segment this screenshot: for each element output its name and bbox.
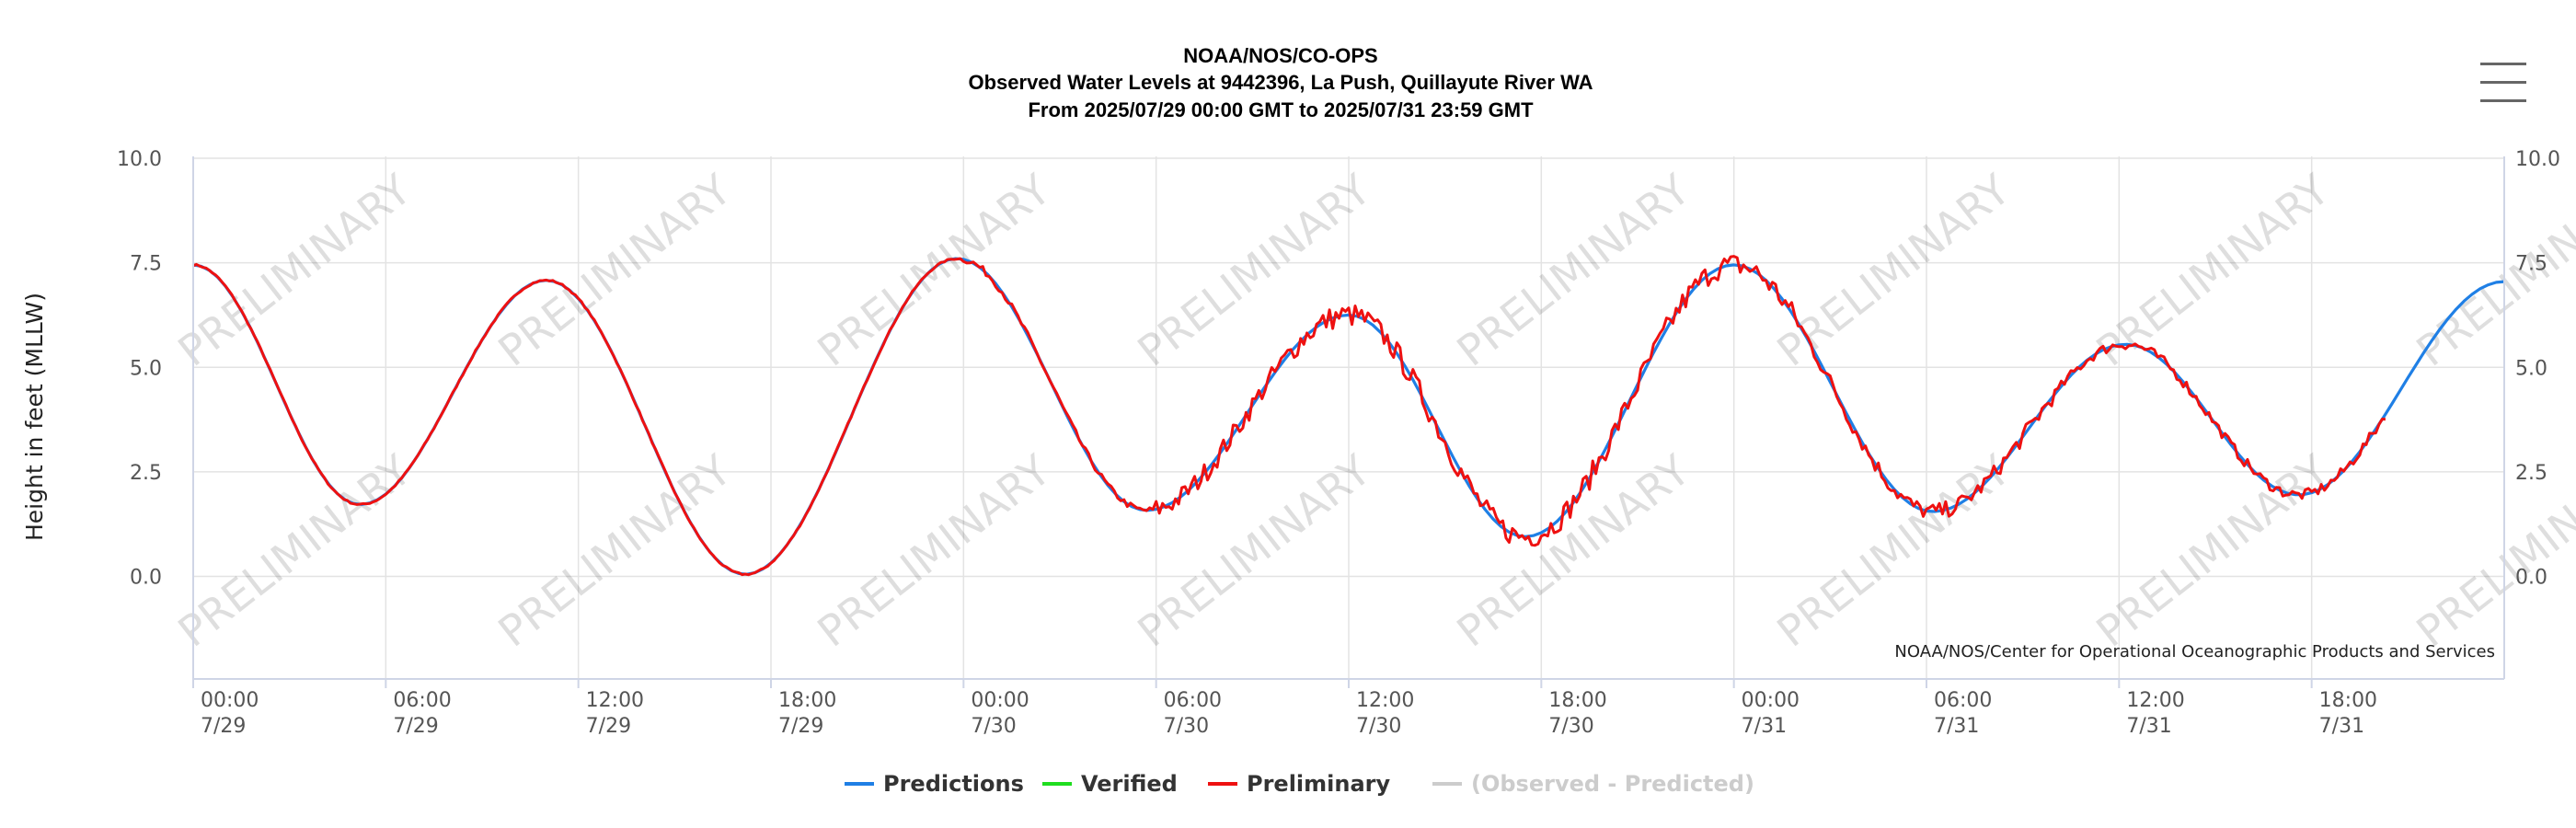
watermark-text: PRELIMINARY — [169, 444, 421, 656]
legend-label: (Observed - Predicted) — [1471, 771, 1754, 797]
x-tick-date: 7/31 — [1934, 715, 1979, 738]
legend-item-3[interactable]: Preliminary — [1208, 771, 1391, 797]
watermark-text: PRELIMINARY — [489, 444, 742, 656]
x-tick-date: 7/31 — [2319, 715, 2364, 738]
y-ticks-right: 10.0 7.5 5.0 2.5 0.0 — [2515, 148, 2560, 590]
y-tick-label-right: 10.0 — [2515, 148, 2560, 171]
y-tick-label-right: 7.5 — [2515, 253, 2547, 276]
y-tick-label: 2.5 — [130, 462, 162, 485]
preliminary-watermarks: PRELIMINARY PRELIMINARY PRELIMINARY PRELIMI… — [169, 164, 2576, 656]
y-tick-label-right: 5.0 — [2515, 357, 2547, 380]
y-tick-label-right: 0.0 — [2515, 567, 2547, 590]
x-tick-time: 18:00 — [2319, 689, 2377, 712]
y-tick-label: 0.0 — [130, 567, 162, 590]
x-tick-time: 06:00 — [393, 689, 451, 712]
menu-icon — [2480, 63, 2526, 65]
legend-label: Predictions — [883, 771, 1024, 797]
series-layer — [192, 255, 2505, 577]
x-tick-date: 7/30 — [971, 715, 1016, 738]
x-tick-time: 12:00 — [586, 689, 644, 712]
x-tick-time: 12:00 — [1356, 689, 1414, 712]
x-tick-date: 7/31 — [2126, 715, 2171, 738]
y-ticks-left: 10.0 7.5 5.0 2.5 0.0 — [117, 148, 162, 590]
watermark-text: PRELIMINARY — [1768, 444, 2020, 656]
chart-title-line-1: NOAA/NOS/CO-OPS — [1183, 44, 1377, 67]
legend-label: Verified — [1081, 771, 1178, 797]
x-tick-time: 18:00 — [1548, 689, 1606, 712]
watermark-text: PRELIMINARY — [1768, 164, 2020, 375]
y-tick-label-right: 2.5 — [2515, 462, 2547, 485]
legend-item-1[interactable]: Predictions — [845, 771, 1024, 797]
watermark-text: PRELIMINARY — [2087, 444, 2340, 656]
legend-item-4[interactable]: (Observed - Predicted) — [1432, 771, 1754, 797]
y-tick-label: 5.0 — [130, 357, 162, 380]
y-axis-label: Height in feet (MLLW) — [21, 293, 48, 541]
legend-item-2[interactable]: Verified — [1042, 771, 1178, 797]
y-tick-label: 7.5 — [130, 253, 162, 276]
x-tick-time: 12:00 — [2126, 689, 2184, 712]
watermark-text: PRELIMINARY — [489, 164, 742, 375]
watermark-text: PRELIMINARY — [1129, 164, 1381, 375]
x-tick-time: 06:00 — [1934, 689, 1992, 712]
x-tick-time: 06:00 — [1164, 689, 1222, 712]
chart-menu-button[interactable] — [2473, 48, 2532, 112]
chart-title-line-2: Observed Water Levels at 9442396, La Pus… — [968, 71, 1593, 94]
x-tick-time: 00:00 — [1742, 689, 1800, 712]
x-tick-date: 7/29 — [201, 715, 246, 738]
x-tick-time: 00:00 — [971, 689, 1029, 712]
x-tick-date: 7/30 — [1356, 715, 1401, 738]
legend: Predictions Verified Preliminary (Observed … — [845, 771, 1754, 797]
x-tick-date: 7/30 — [1164, 715, 1209, 738]
watermark-text: PRELIMINARY — [809, 444, 1061, 656]
x-tick-date: 7/29 — [393, 715, 438, 738]
watermark-text: PRELIMINARY — [1448, 444, 1700, 656]
watermark-text: PRELIMINARY — [1448, 164, 1700, 375]
x-tick-date: 7/29 — [586, 715, 631, 738]
chart-credit: NOAA/NOS/Center for Operational Oceanogr… — [1894, 642, 2495, 661]
x-ticks: 00:00 7/29 06:00 7/29 12:00 7/29 18:00 7/29 00:0… — [201, 689, 2377, 738]
x-tick-date: 7/31 — [1742, 715, 1787, 738]
watermark-text: PRELIMINARY — [2408, 444, 2576, 656]
watermark-text: PRELIMINARY — [1129, 444, 1381, 656]
watermark-text: PRELIMINARY — [2408, 164, 2576, 375]
series-line-preliminary — [192, 255, 2386, 577]
chart-title-line-3: From 2025/07/29 00:00 GMT to 2025/07/31 … — [1028, 98, 1534, 121]
legend-label: Preliminary — [1247, 771, 1391, 797]
x-tick-date: 7/30 — [1548, 715, 1593, 738]
x-tick-date: 7/29 — [778, 715, 823, 738]
axes — [192, 156, 2505, 688]
x-tick-time: 00:00 — [201, 689, 259, 712]
x-tick-time: 18:00 — [778, 689, 836, 712]
y-tick-label: 10.0 — [117, 148, 162, 171]
